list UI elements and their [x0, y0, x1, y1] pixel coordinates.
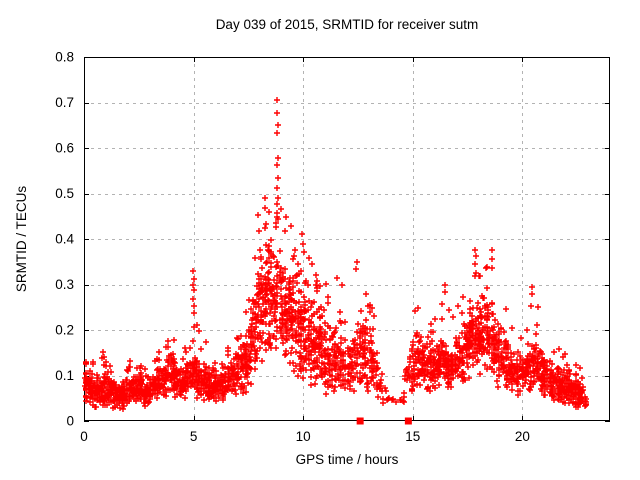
y-tick-label: 0 — [66, 414, 74, 429]
y-tick-label: 0.6 — [55, 141, 74, 156]
gap-marker-square — [404, 417, 412, 425]
y-tick-label: 0.8 — [55, 50, 74, 65]
scatter-points — [82, 97, 589, 412]
y-tick-label: 0.2 — [55, 323, 74, 338]
x-tick-label: 5 — [190, 429, 198, 444]
y-tick-label: 0.5 — [55, 186, 74, 201]
y-tick-label: 0.1 — [55, 368, 74, 383]
tick-labels: 0 5 10 15 20 0 0.1 0.2 0.3 0.4 0.5 0.6 0.7 0.8 — [55, 50, 530, 445]
y-tick-label: 0.4 — [55, 232, 74, 247]
gap-markers — [356, 417, 412, 425]
x-tick-label: 0 — [80, 429, 88, 444]
y-axis-label: SRMTID / TECUs — [14, 185, 29, 293]
chart-title: Day 039 of 2015, SRMTID for receiver sut… — [215, 17, 479, 32]
y-tick-label: 0.3 — [55, 277, 74, 292]
x-axis-label: GPS time / hours — [295, 452, 399, 467]
x-tick-label: 20 — [515, 429, 530, 444]
x-tick-label: 15 — [405, 429, 420, 444]
axes — [84, 57, 610, 422]
x-tick-label: 10 — [296, 429, 311, 444]
gap-marker-square — [356, 417, 364, 425]
y-tick-label: 0.7 — [55, 95, 74, 110]
